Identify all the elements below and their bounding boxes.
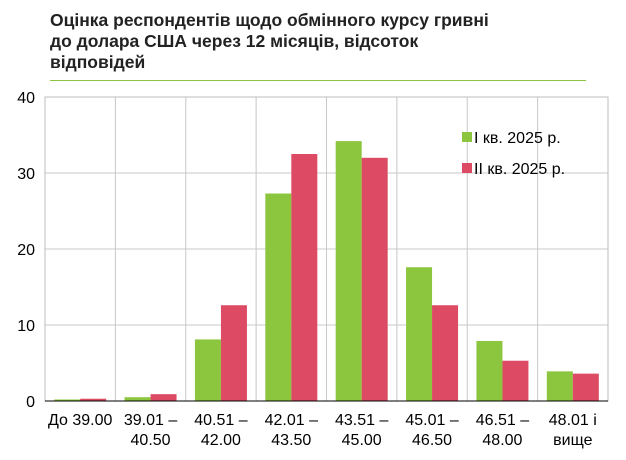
bar — [194, 339, 221, 401]
bar — [406, 267, 433, 401]
x-tick-label-line: 48.00 — [482, 432, 522, 449]
bar — [546, 371, 573, 401]
y-tick-label: 20 — [17, 242, 35, 259]
x-tick-label-line: 45.00 — [342, 432, 382, 449]
x-tick-label-line: 46.50 — [412, 432, 452, 449]
x-tick-label: 45.01 – 46.50 — [405, 412, 458, 449]
x-tick-label-line: 39.01 – — [124, 412, 177, 429]
x-tick-label: 40.51 – 42.00 — [194, 412, 247, 449]
chart-title-line-3: відповідей — [50, 52, 146, 72]
x-tick-label-line: 40.50 — [131, 432, 171, 449]
y-tick-label: 0 — [26, 394, 35, 411]
bar — [476, 340, 503, 401]
x-tick-label-line: вище — [553, 432, 592, 449]
legend-label: ІІ кв. 2025 р. — [474, 161, 565, 178]
y-tick-label: 30 — [17, 166, 35, 183]
x-tick-label-line: 42.00 — [201, 432, 241, 449]
x-tick-label-line: 43.51 – — [335, 412, 388, 429]
bar — [80, 398, 107, 401]
bar — [502, 360, 529, 401]
legend-label: І кв. 2025 р. — [474, 130, 561, 147]
x-tick-label: 48.01 і вище — [549, 412, 597, 449]
x-tick-label-line: 42.01 – — [265, 412, 318, 429]
x-tick-label-line: 45.01 – — [405, 412, 458, 429]
y-tick-label: 10 — [17, 318, 35, 335]
x-tick-label: 46.51 – 48.00 — [476, 412, 529, 449]
bar — [335, 141, 362, 401]
chart-title-line-1: Оцінка респондентів щодо обмінного курсу… — [50, 10, 489, 30]
bar — [291, 154, 318, 401]
y-tick-label: 40 — [17, 90, 35, 107]
bar — [220, 305, 247, 401]
bar — [361, 157, 388, 401]
x-tick-label-line: 46.51 – — [476, 412, 529, 429]
bar — [54, 399, 81, 401]
legend-swatch — [462, 163, 472, 173]
x-tick-label: 42.01 – 43.50 — [265, 412, 318, 449]
bar — [432, 305, 459, 401]
bar — [572, 373, 599, 401]
x-tick-label-line: 43.50 — [271, 432, 311, 449]
legend-swatch — [462, 132, 472, 142]
bar — [265, 193, 292, 401]
x-tick-label-line: До 39.00 — [48, 412, 113, 429]
x-tick-label: 43.51 – 45.00 — [335, 412, 388, 449]
bar — [124, 397, 151, 401]
x-tick-label-line: 40.51 – — [194, 412, 247, 429]
chart-title-line-2: до долара США через 12 місяців, відсоток — [50, 31, 419, 51]
bar — [150, 394, 177, 401]
x-tick-label: 39.01 – 40.50 — [124, 412, 177, 449]
title-divider — [50, 80, 586, 81]
x-tick-label: До 39.00 — [48, 412, 113, 429]
x-tick-label-line: 48.01 і — [549, 412, 597, 429]
chart-title: Оцінка респондентів щодо обмінного курсу… — [50, 10, 610, 73]
